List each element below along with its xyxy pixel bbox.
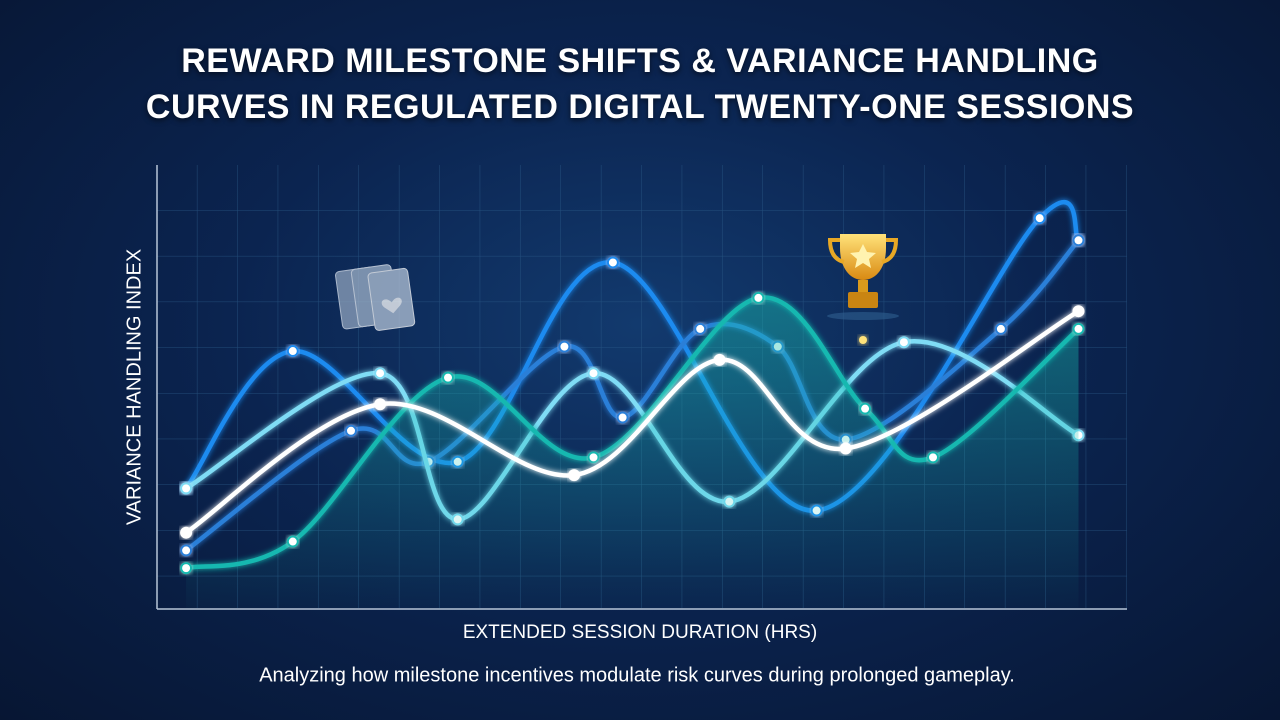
trophy-icon [827,234,899,344]
title-line: CURVES IN REGULATED DIGITAL TWENTY-ONE S… [145,88,1135,126]
point [374,398,387,411]
point [752,291,765,304]
point [286,345,299,358]
point [568,469,581,482]
point [345,424,357,437]
cards-icon [335,264,416,331]
point [180,562,193,575]
subtitle: Analyzing how milestone incentives modul… [259,664,1015,686]
point [1033,212,1046,225]
title-line: REWARD MILESTONE SHIFTS & VARIANCE HANDL… [181,42,1099,80]
line [183,295,1081,571]
point [374,367,387,380]
line [183,308,1081,535]
point [1072,305,1085,318]
point [713,353,726,366]
point [587,451,600,464]
point [286,535,299,548]
point [839,442,852,455]
y-axis-label: VARIANCE HANDLING INDEX [123,249,145,525]
area [186,297,1079,608]
point [616,411,629,424]
x-axis-label: EXTENDED SESSION DURATION (HRS) [463,622,817,643]
point [558,340,571,353]
point [180,526,193,539]
point [859,402,872,415]
point [587,367,600,380]
point [180,482,193,495]
plot [180,199,1085,608]
point [927,451,939,464]
point [1072,322,1085,335]
line [183,199,1081,513]
point [1072,234,1085,247]
point [606,256,619,269]
point [180,544,193,557]
point [694,322,707,335]
point [994,322,1007,335]
point [442,371,454,384]
point [897,336,910,349]
